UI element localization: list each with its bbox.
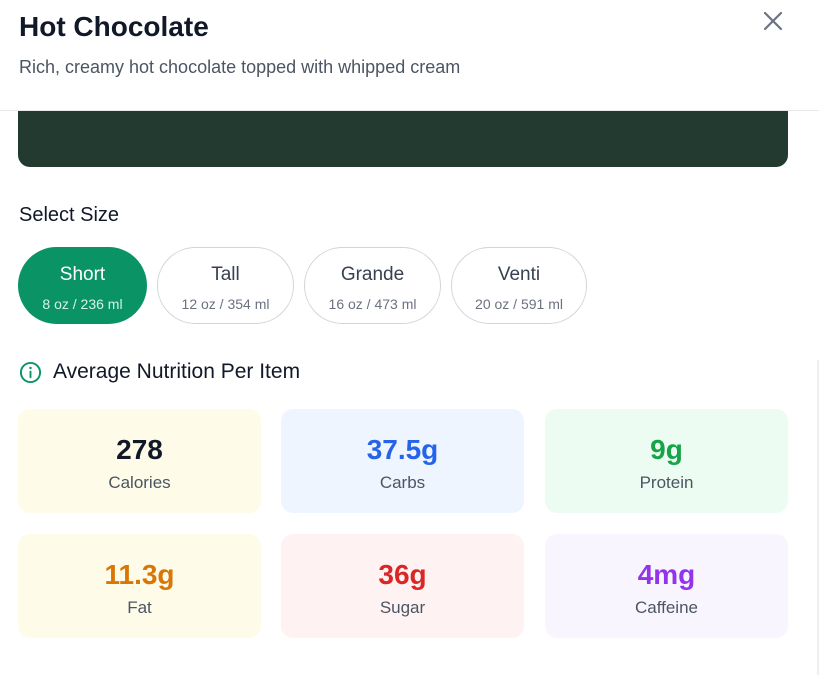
size-option-venti[interactable]: Venti 20 oz / 591 ml <box>451 247 587 324</box>
close-button[interactable] <box>760 8 786 34</box>
close-icon <box>763 11 783 31</box>
nutrition-label: Fat <box>127 598 152 617</box>
modal-header: Hot Chocolate Rich, creamy hot chocolate… <box>0 0 819 111</box>
nutrition-card-fat: 11.3g Fat <box>18 534 261 638</box>
scrollbar-track[interactable] <box>817 360 819 675</box>
size-name: Grande <box>340 264 405 285</box>
nutrition-value: 36g <box>378 559 427 590</box>
nutrition-card-carbs: 37.5g Carbs <box>281 409 524 513</box>
nutrition-label: Caffeine <box>634 598 698 617</box>
nutrition-card-caffeine: 4mg Caffeine <box>545 534 788 638</box>
size-volume: 12 oz / 354 ml <box>181 296 270 312</box>
nutrition-card-protein: 9g Protein <box>545 409 788 513</box>
size-volume: 20 oz / 591 ml <box>475 296 563 312</box>
size-volume: 8 oz / 236 ml <box>42 296 123 312</box>
nutrition-value: 11.3g <box>104 559 175 590</box>
size-option-short[interactable]: Short 8 oz / 236 ml <box>18 247 147 324</box>
nutrition-label: Sugar <box>379 598 426 617</box>
nutrition-value: 9g <box>650 434 683 465</box>
size-volume: 16 oz / 473 ml <box>328 296 417 312</box>
size-option-tall[interactable]: Tall 12 oz / 354 ml <box>157 247 294 324</box>
product-title: Hot Chocolate <box>19 11 209 42</box>
nutrition-card-calories: 278 Calories <box>18 409 261 513</box>
size-name: Short <box>59 264 106 285</box>
product-image <box>18 111 788 167</box>
nutrition-label: Calories <box>108 473 171 492</box>
select-size-heading: Select Size <box>19 204 120 226</box>
nutrition-heading: Average Nutrition Per Item <box>53 360 301 383</box>
size-name: Tall <box>211 264 240 285</box>
size-option-grande[interactable]: Grande 16 oz / 473 ml <box>304 247 441 324</box>
nutrition-value: 37.5g <box>366 434 439 465</box>
product-description: Rich, creamy hot chocolate topped with w… <box>19 57 461 77</box>
info-icon <box>19 361 42 384</box>
size-name: Venti <box>497 264 541 285</box>
nutrition-label: Protein <box>639 473 694 492</box>
nutrition-value: 4mg <box>637 559 696 590</box>
nutrition-label: Carbs <box>379 473 426 492</box>
nutrition-value: 278 <box>116 434 163 465</box>
nutrition-card-sugar: 36g Sugar <box>281 534 524 638</box>
